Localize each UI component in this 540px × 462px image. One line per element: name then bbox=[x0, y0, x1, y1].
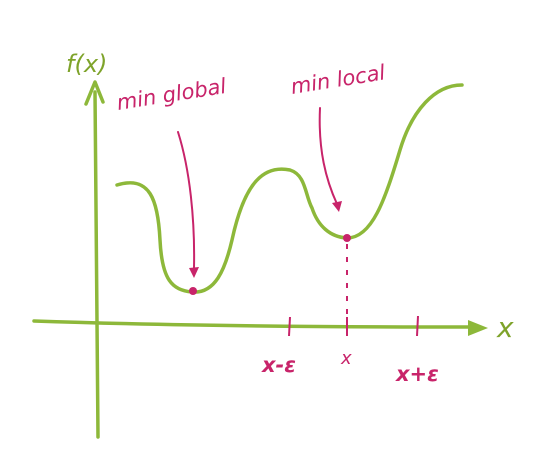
x-axis-arrowhead bbox=[468, 320, 488, 336]
y-axis-arrowhead bbox=[84, 80, 105, 106]
local-min-arrowhead bbox=[332, 201, 342, 212]
tick-right bbox=[416, 315, 419, 337]
global-minimum-point bbox=[189, 287, 197, 295]
global-min-arrow bbox=[177, 131, 196, 269]
x-axis bbox=[32, 319, 472, 329]
y-axis bbox=[93, 90, 100, 439]
tick-left-label: x-ε bbox=[261, 353, 296, 377]
tick-left bbox=[288, 316, 291, 337]
x-axis-label: x bbox=[496, 311, 514, 344]
local-min-label: min local bbox=[289, 60, 387, 99]
global-min-label: min global bbox=[115, 74, 228, 115]
tick-center-label: x bbox=[340, 348, 352, 369]
function-curve bbox=[115, 83, 464, 294]
global-min-arrowhead bbox=[189, 267, 199, 278]
local-minimum-point bbox=[343, 234, 351, 242]
local-min-arrow bbox=[318, 107, 338, 205]
tick-right-label: x+ε bbox=[395, 362, 439, 386]
y-axis-label: f(x) bbox=[66, 50, 107, 78]
